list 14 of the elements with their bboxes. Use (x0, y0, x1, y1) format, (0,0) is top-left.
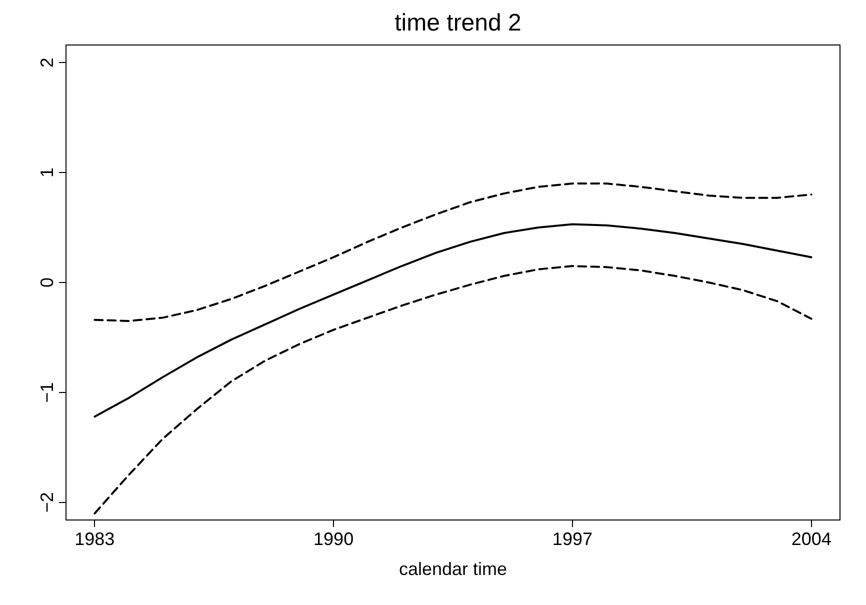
y-tick-label: −1 (37, 382, 57, 403)
line-series (94, 265, 812, 514)
line-series (94, 223, 812, 418)
y-tick-label: 1 (37, 168, 57, 178)
x-tick-label: 1997 (552, 529, 592, 549)
x-tick-label: 1990 (314, 529, 354, 549)
y-tick-label: −2 (37, 492, 57, 513)
line-series (94, 182, 812, 322)
x-axis-title: calendar time (398, 559, 508, 579)
chart-title: time trend 2 (394, 10, 522, 36)
x-tick-label: 1983 (74, 529, 115, 549)
y-tick-label: 2 (37, 58, 57, 68)
y-tick-label: 0 (37, 277, 57, 288)
x-tick-label: 2004 (791, 529, 832, 549)
